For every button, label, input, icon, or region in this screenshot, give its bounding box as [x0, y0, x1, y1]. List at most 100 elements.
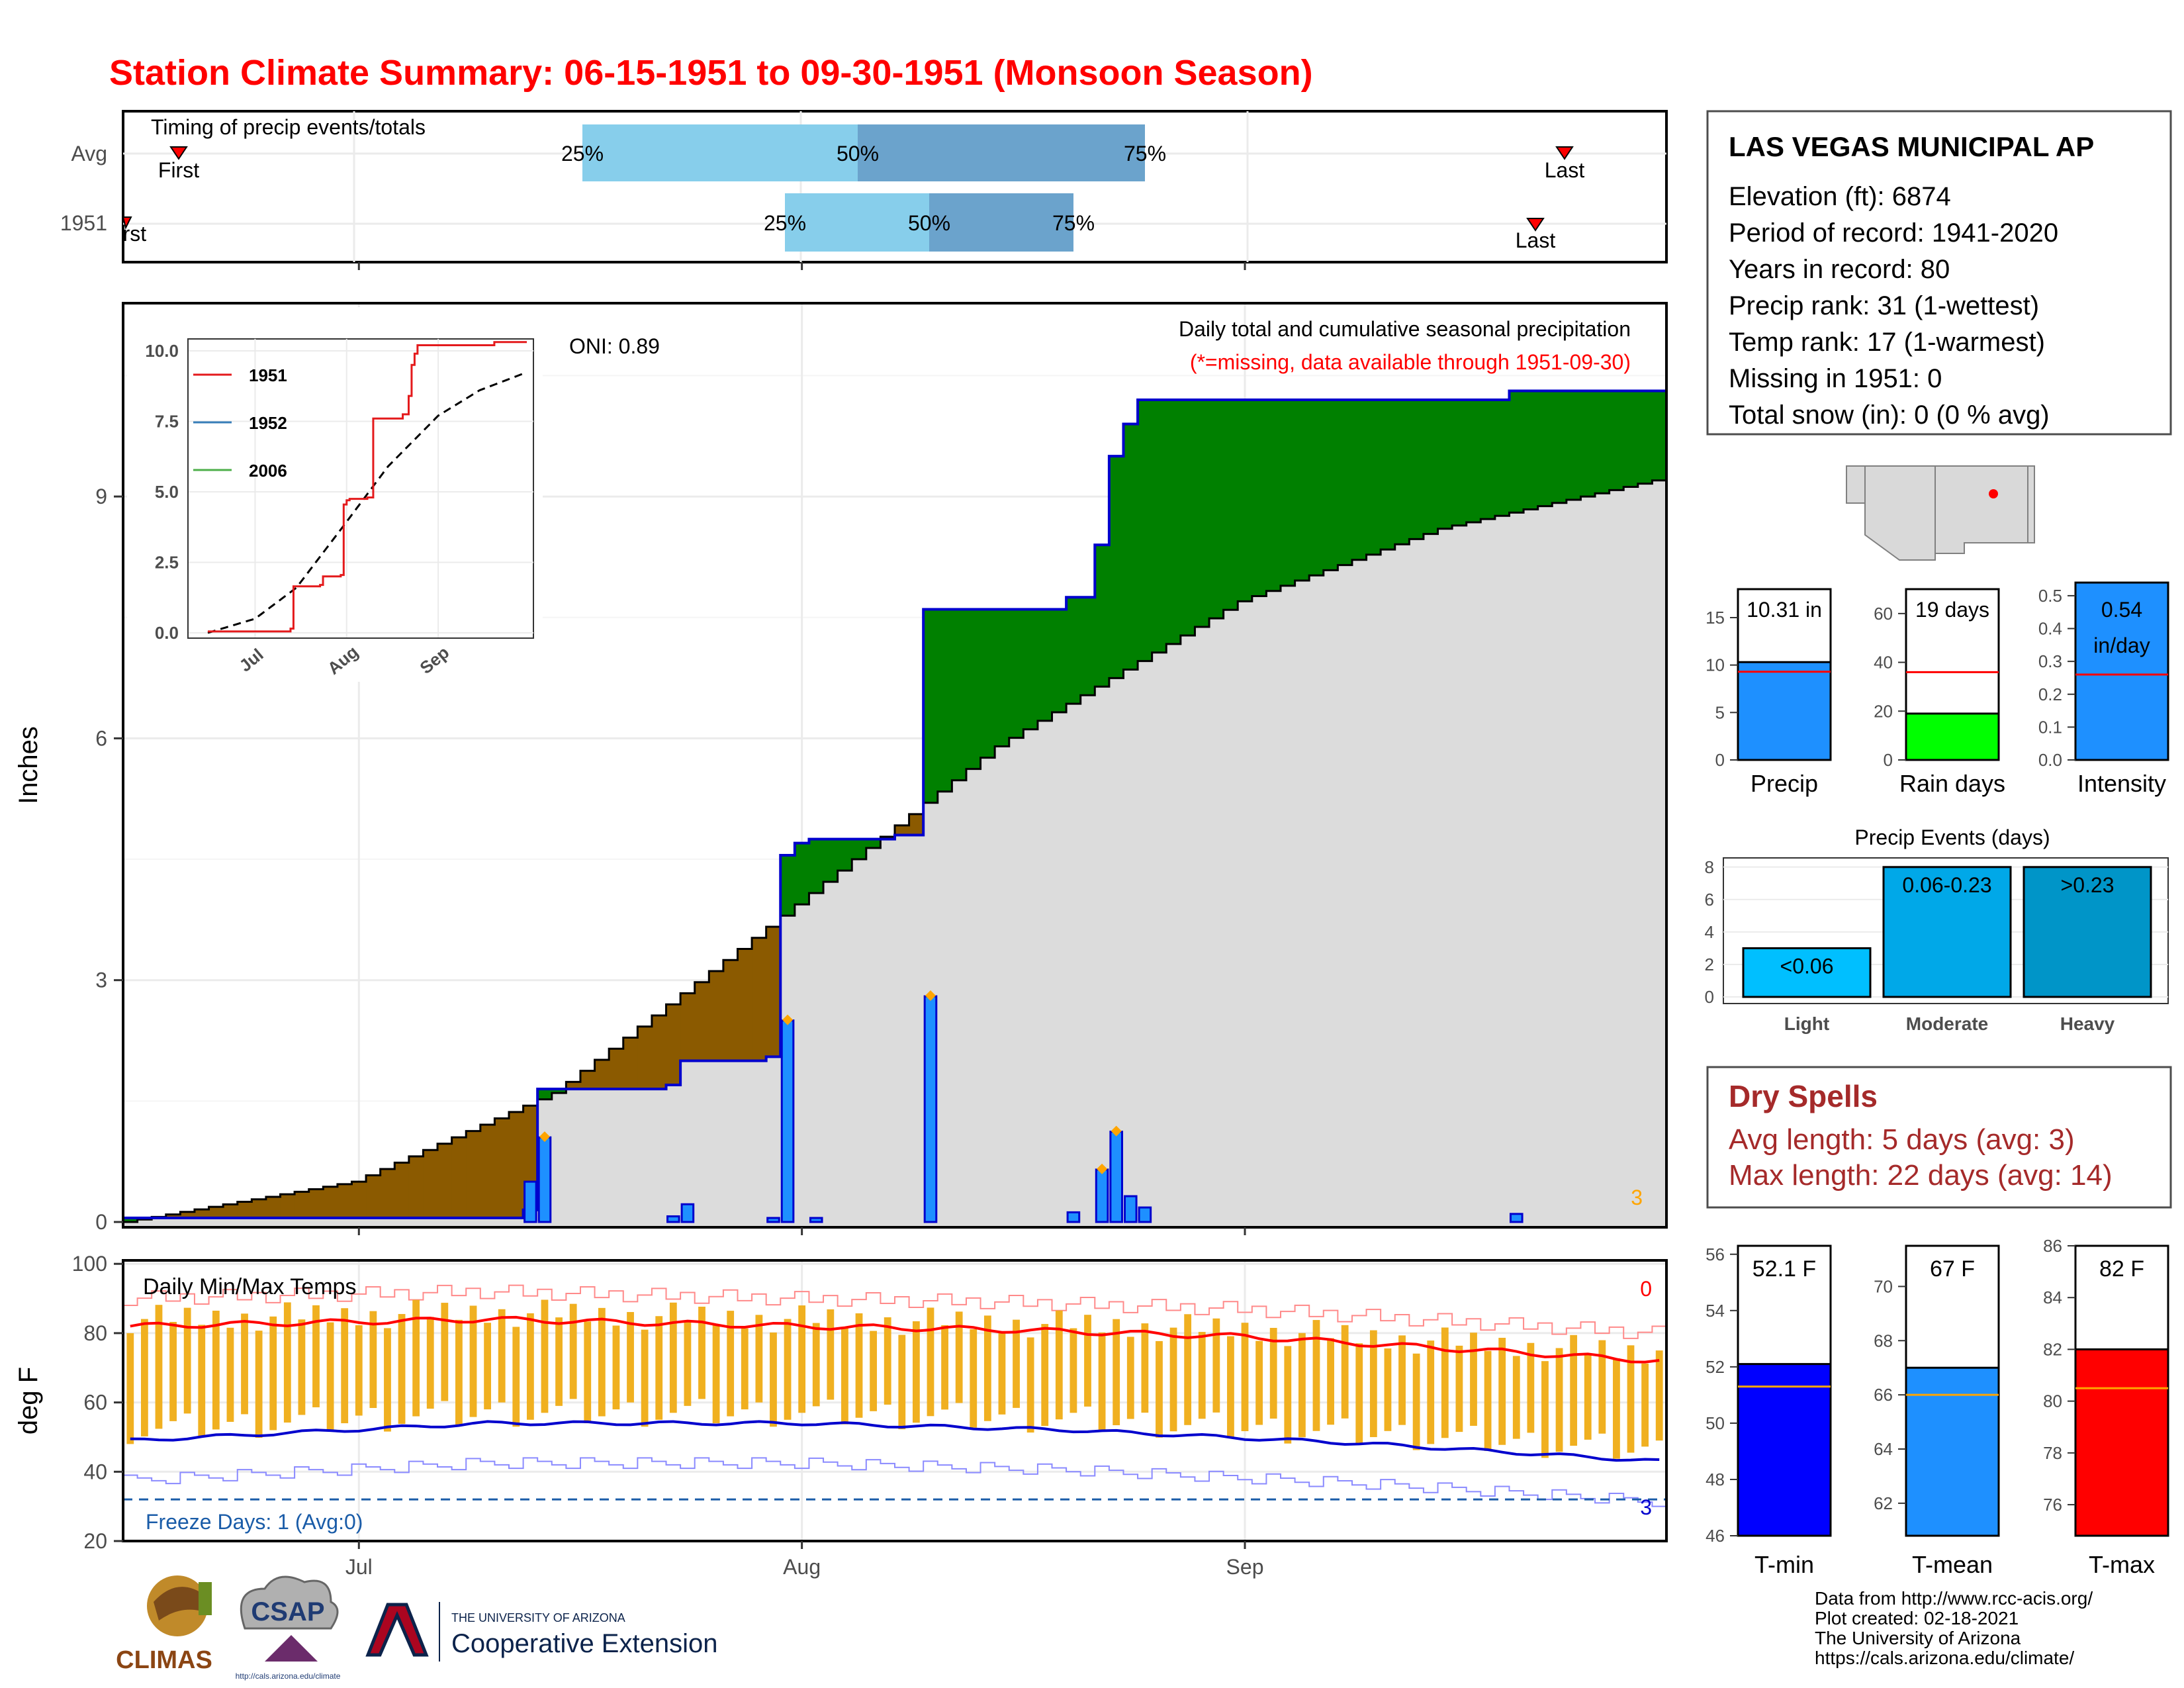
precip-deficit-segment — [666, 1004, 681, 1085]
precip-deficit-segment — [308, 1189, 324, 1218]
precip-surplus-segment — [1351, 399, 1367, 560]
avg-min-line — [130, 1420, 1660, 1462]
events-bar — [1742, 947, 1872, 998]
daily-temp-range — [269, 1316, 277, 1430]
precip-surplus-segment — [1052, 609, 1067, 712]
summary-bar-tick-label: 0.5 — [2038, 586, 2062, 606]
temp-bar-tick-label: 48 — [1706, 1470, 1725, 1489]
precip-surplus-segment — [837, 839, 852, 871]
precip-ytick-label: 9 — [95, 485, 107, 508]
summary-bar-tick-label: 10 — [1706, 655, 1725, 675]
daily-temp-range — [126, 1333, 134, 1444]
summary-bar-tick-label: 0.4 — [2038, 619, 2062, 639]
daily-temp-range — [298, 1319, 306, 1415]
daily-temp-range — [912, 1321, 920, 1423]
timing-panel-label: Timing of precip events/totals — [151, 115, 426, 139]
temp-bar-tick-label: 70 — [1874, 1276, 1893, 1296]
daily-temp-range — [727, 1311, 735, 1417]
daily-temp-range — [1598, 1340, 1606, 1434]
intensity-marker — [782, 1014, 794, 1025]
ua-logo-small-text: THE UNIVERSITY OF ARIZONA — [451, 1611, 625, 1624]
daily-temp-range — [1412, 1353, 1420, 1450]
precip-surplus-segment — [1566, 391, 1582, 500]
daily-temp-range — [884, 1317, 891, 1405]
daily-temp-range — [841, 1327, 848, 1425]
yr-last-label: Last — [1516, 228, 1556, 252]
temp-bar-name: T-mean — [1912, 1551, 1993, 1578]
precip-deficit-segment — [180, 1211, 195, 1218]
precip-surplus-segment — [1637, 391, 1653, 484]
precip-surplus-segment — [1223, 399, 1238, 610]
precip-ytick-label: 3 — [95, 968, 107, 992]
summary-bar-tick-label: 15 — [1706, 608, 1725, 628]
daily-temp-range — [1655, 1350, 1663, 1441]
precip-deficit-segment — [680, 993, 696, 1061]
inset-1951-line — [208, 341, 527, 633]
daily-temp-range — [698, 1306, 705, 1399]
yr-p25-label: 25% — [764, 211, 806, 235]
precip-surplus-segment — [1437, 399, 1453, 529]
precip-deficit-segment — [694, 982, 709, 1061]
precip-surplus-segment — [1524, 391, 1539, 510]
station-info-line: Years in record: 80 — [1729, 255, 1950, 284]
daily-temp-range — [784, 1319, 792, 1420]
daily-temp-range — [798, 1305, 806, 1413]
precip-surplus-segment — [551, 1089, 567, 1094]
precip-missing-note: (*=missing, data available through 1951-… — [1190, 350, 1631, 374]
ua-logo: THE UNIVERSITY OF ARIZONA Cooperative Ex… — [365, 1602, 717, 1662]
daily-temp-range — [855, 1313, 863, 1418]
events-tick-label: 6 — [1705, 890, 1714, 910]
dry-spells-avg: Avg length: 5 days (avg: 3) — [1729, 1123, 2075, 1156]
timing-panel: Timing of precip events/totals Avg 25% 5… — [60, 110, 1668, 263]
daily-temp-range — [1284, 1346, 1292, 1444]
summary-bar-tick-label: 0.1 — [2038, 717, 2062, 737]
temp-ytick-label: 40 — [83, 1460, 107, 1483]
precip-deficit-segment — [709, 970, 724, 1061]
daily-temp-range — [1627, 1345, 1635, 1453]
daily-temp-range — [441, 1303, 449, 1401]
map-new-mexico — [1934, 465, 2028, 554]
daily-temp-range — [1341, 1325, 1349, 1419]
avg-p75-label: 75% — [1124, 142, 1166, 165]
precip-deficit-segment — [208, 1207, 224, 1218]
credit-line: https://cals.arizona.edu/climate/ — [1815, 1648, 2074, 1668]
inset-ytick-label: 5.0 — [155, 482, 179, 502]
temp-bar-name: T-min — [1754, 1551, 1814, 1578]
precip-surplus-segment — [780, 855, 796, 916]
inset-legend-1951: 1951 — [249, 365, 287, 385]
daily-temp-range — [498, 1309, 506, 1403]
daily-temp-range — [598, 1307, 606, 1417]
precip-deficit-segment — [165, 1214, 181, 1218]
freeze-days-count: 3 — [1640, 1495, 1652, 1519]
daily-temp-range — [1212, 1318, 1220, 1413]
daily-precip-bar — [923, 995, 938, 1223]
precip-deficit-segment — [580, 1070, 596, 1090]
csap-logo-mountain — [265, 1635, 318, 1662]
daily-temp-range — [612, 1325, 620, 1410]
precip-events: Precip Events (days) 0 2 4 6 8 <0.06 Light 0.06… — [1705, 825, 2169, 1034]
inset-ytick-label: 0.0 — [155, 623, 179, 643]
precip-surplus-segment — [1623, 391, 1639, 487]
precip-deficit-segment — [351, 1182, 367, 1218]
temp-bar-tick-label: 68 — [1874, 1331, 1893, 1350]
daily-temp-range — [1013, 1319, 1020, 1408]
daily-precip-bar — [1095, 1168, 1109, 1223]
temp-bar-tick-label: 46 — [1706, 1526, 1725, 1546]
precip-surplus-segment — [923, 609, 938, 803]
footer-logos: CLIMAS CSAP http://cals.arizona.edu/clim… — [116, 1575, 717, 1681]
precip-deficit-segment — [251, 1199, 267, 1218]
daily-precip-bar — [537, 1136, 552, 1223]
daily-precip-bar — [1123, 1195, 1138, 1223]
temp-ylabel: deg F — [14, 1367, 43, 1434]
daily-temp-range — [1455, 1345, 1463, 1432]
precip-ytick-label: 6 — [95, 726, 107, 750]
inset-legend-1952: 1952 — [249, 413, 287, 433]
summary-bar-tick-label: 0 — [1715, 750, 1725, 770]
daily-temp-range — [812, 1323, 820, 1407]
daily-temp-range — [1026, 1337, 1034, 1433]
daily-precip-bar — [1509, 1213, 1524, 1223]
temp-ytick-label: 80 — [83, 1321, 107, 1345]
daily-temp-range — [569, 1303, 577, 1399]
daily-temp-range — [1384, 1348, 1392, 1431]
